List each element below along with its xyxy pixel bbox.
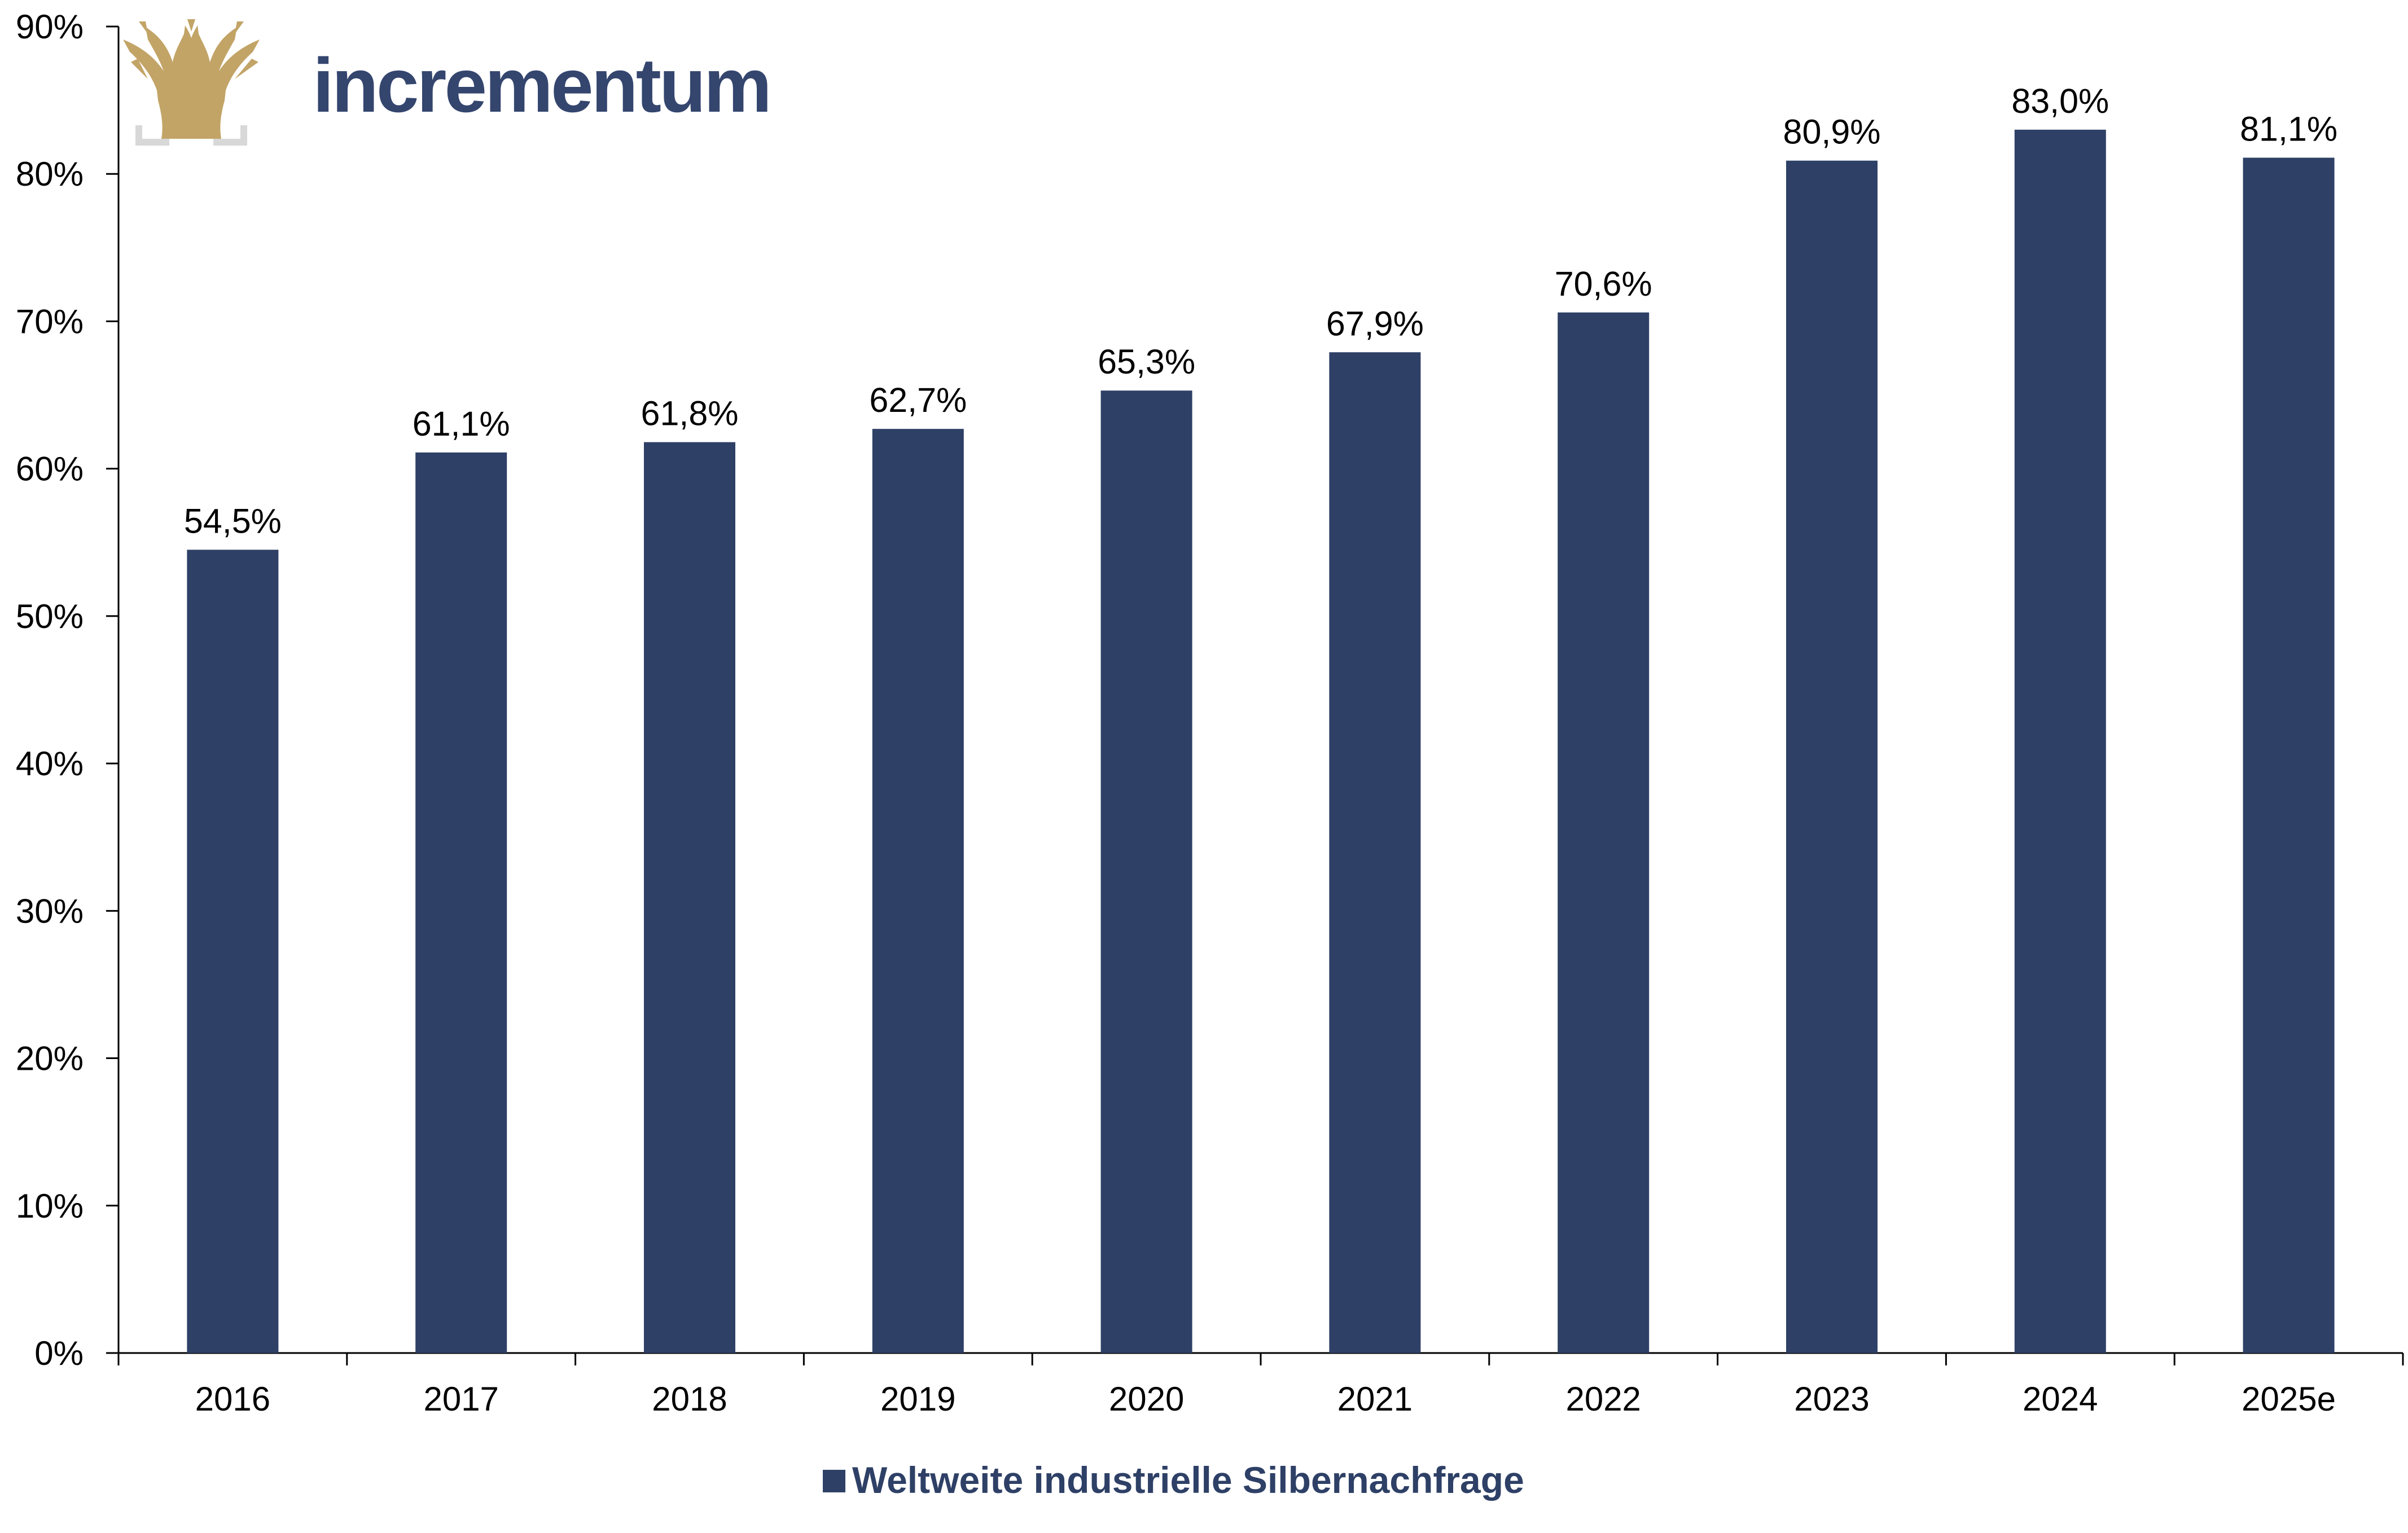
x-tick-label: 2021 (1337, 1380, 1413, 1418)
bar (1786, 160, 1878, 1354)
x-tick-label: 2020 (1109, 1380, 1184, 1418)
logo-bracket-icon (135, 125, 247, 146)
data-label: 67,9% (1326, 304, 1424, 342)
data-label: 54,5% (184, 502, 282, 540)
legend: Weltweite industrielle Silbernachfrage (823, 1459, 1524, 1501)
y-tick-label: 10% (16, 1187, 84, 1225)
x-tick-label: 2018 (652, 1380, 727, 1418)
data-labels: 54,5% 61,1% 61,8% 62,7% 65,3% 67,9% 70,6% 80,9%… (184, 82, 2337, 540)
y-tick-label: 90% (16, 8, 84, 46)
y-tick-label: 40% (16, 745, 84, 783)
bar-series (187, 129, 2335, 1354)
y-axis: 0% 10% 20% 30% 40% 50% 60% 70% 80% 90% (16, 8, 120, 1372)
y-tick-label: 50% (16, 598, 84, 635)
data-label: 70,6% (1555, 265, 1652, 303)
y-tick-label: 80% (16, 155, 84, 193)
data-label: 81,1% (2240, 109, 2337, 148)
x-tick-label: 2025e (2242, 1380, 2336, 1418)
data-label: 83,0% (2011, 82, 2109, 120)
bar (872, 429, 964, 1353)
bar (1558, 312, 1650, 1353)
legend-label: Weltweite industrielle Silbernachfrage (852, 1459, 1524, 1501)
y-tick-label: 20% (16, 1040, 84, 1078)
x-tick-label: 2016 (195, 1380, 270, 1418)
data-label: 80,9% (1783, 113, 1881, 151)
tree-icon (123, 19, 260, 139)
x-tick-label: 2024 (2023, 1380, 2098, 1418)
x-tick-label: 2019 (880, 1380, 955, 1418)
incrementum-logo: incrementum (123, 19, 772, 146)
bar (2014, 129, 2106, 1354)
bar (415, 452, 507, 1353)
bar (187, 550, 279, 1353)
x-axis: 2016 2017 2018 2019 2020 2021 2022 2023 2024 2025… (117, 1352, 2404, 1418)
bar (644, 442, 735, 1353)
x-tick-label: 2023 (1794, 1380, 1869, 1418)
y-tick-label: 0% (34, 1334, 84, 1372)
x-tick-label: 2022 (1565, 1380, 1641, 1418)
data-label: 65,3% (1098, 342, 1195, 381)
bar (1100, 390, 1192, 1353)
y-tick-label: 60% (16, 450, 84, 488)
y-tick-label: 30% (16, 892, 84, 930)
y-tick-label: 70% (16, 302, 84, 340)
data-label: 61,1% (413, 405, 510, 443)
x-tick-label: 2017 (423, 1380, 498, 1418)
legend-swatch (823, 1470, 845, 1492)
brand-name: incrementum (313, 42, 770, 128)
data-label: 62,7% (869, 381, 967, 419)
data-label: 61,8% (641, 394, 739, 433)
bar (1329, 352, 1421, 1354)
bar (2243, 157, 2335, 1353)
